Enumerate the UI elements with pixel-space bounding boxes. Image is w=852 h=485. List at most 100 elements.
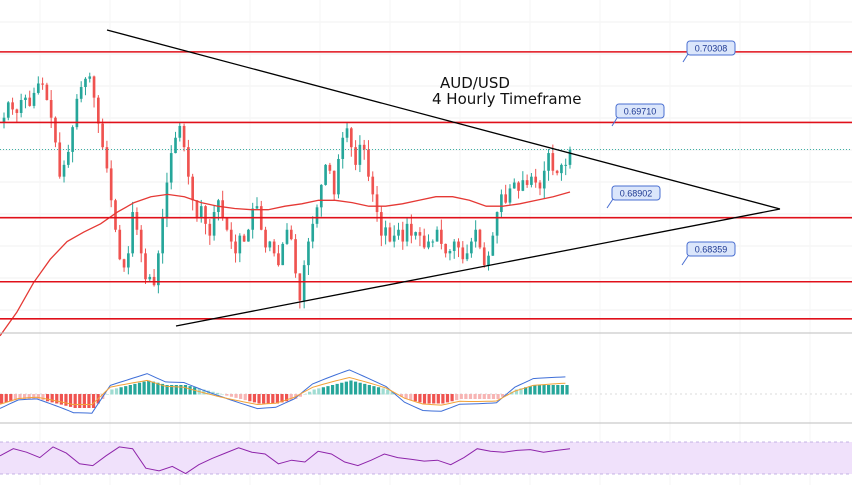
macd-bar [179, 385, 183, 395]
macd-bar [386, 389, 390, 395]
macd-bar [303, 394, 307, 395]
macd-bar [0, 394, 4, 404]
macd-bar [45, 394, 50, 402]
candle-body [247, 229, 250, 242]
macd-bar [243, 394, 247, 401]
candle-body [568, 149, 572, 165]
macd-line [0, 369, 566, 414]
macd-bar [349, 380, 353, 395]
macd-bar [533, 385, 537, 395]
candle [109, 160, 113, 208]
macd-bar [487, 394, 491, 399]
candle [281, 242, 285, 266]
macd-bar [73, 394, 77, 408]
macd-bar [501, 394, 505, 397]
candle [238, 233, 242, 263]
macd-bar [436, 394, 440, 404]
candle-body [560, 164, 563, 174]
candle [525, 174, 529, 188]
macd-bar [22, 394, 27, 399]
macd-bar [340, 382, 344, 395]
candle [2, 112, 6, 129]
macd-bar [68, 394, 73, 407]
candle-body [144, 253, 147, 280]
candle [311, 216, 315, 249]
candle [152, 269, 156, 287]
candle [45, 82, 49, 101]
candle [298, 273, 302, 309]
macd-bar [174, 385, 178, 395]
candle [79, 81, 83, 103]
candle [122, 258, 126, 272]
candle-body [165, 182, 169, 218]
macd-bar [234, 394, 238, 398]
candle-body [208, 223, 212, 236]
candle-body [182, 125, 186, 148]
candle-body [452, 241, 456, 251]
candle-body [294, 239, 297, 274]
macd-bar [271, 394, 275, 404]
candle [24, 94, 27, 109]
level-label-1: 0.70308 [682, 40, 736, 63]
candle [444, 243, 447, 258]
candle [105, 140, 109, 173]
macd-bar [459, 394, 463, 399]
candle-body [422, 235, 426, 248]
macd-bar [252, 394, 257, 403]
candle-body [79, 87, 83, 99]
candle [229, 222, 233, 249]
macd-bar [358, 382, 362, 395]
macd-bar [478, 394, 482, 399]
candle-body [139, 229, 143, 254]
candle-body [349, 128, 353, 148]
candle-body [255, 206, 259, 209]
macd-bar [468, 394, 473, 399]
candle-body [482, 247, 486, 266]
candle-body [19, 100, 23, 113]
candle [461, 241, 465, 264]
candle [88, 72, 92, 83]
candle [470, 237, 473, 258]
rsi-panel [0, 441, 852, 475]
macd-bar [183, 385, 188, 395]
candle-body [440, 229, 443, 244]
candle-body [388, 227, 392, 242]
candle [414, 231, 417, 240]
macd-bar [202, 389, 206, 395]
candle [144, 248, 147, 284]
candle-body [187, 147, 190, 177]
macd-bar [542, 385, 546, 395]
candle [268, 240, 272, 252]
candle [247, 228, 250, 242]
candle-body [135, 212, 139, 230]
candle-body [169, 153, 173, 183]
candle [427, 234, 430, 250]
macd-bar [220, 394, 224, 395]
candle-body [88, 76, 92, 79]
macd-bar [156, 382, 160, 395]
macd-bar [36, 394, 40, 399]
macd-bar [170, 385, 174, 395]
macd-bar [188, 386, 192, 395]
macd-bar [427, 394, 431, 404]
candle [204, 205, 207, 235]
macd-panel [0, 369, 852, 414]
candle-body [62, 164, 66, 177]
candle-body [285, 229, 289, 244]
candle-body [410, 223, 413, 236]
candle [401, 221, 405, 250]
candle [564, 158, 568, 176]
macd-bar [151, 381, 155, 395]
horizontal-levels [0, 51, 852, 320]
candle [542, 161, 546, 199]
macd-bar [330, 385, 335, 395]
macd-bar [257, 394, 261, 404]
candle [568, 146, 572, 169]
candle [169, 145, 173, 190]
candle-body [461, 247, 465, 260]
macd-bar [119, 387, 123, 395]
candle [315, 204, 319, 228]
candle [508, 184, 512, 205]
level-label-text: 0.69710 [624, 107, 657, 117]
candle-body [392, 235, 396, 242]
